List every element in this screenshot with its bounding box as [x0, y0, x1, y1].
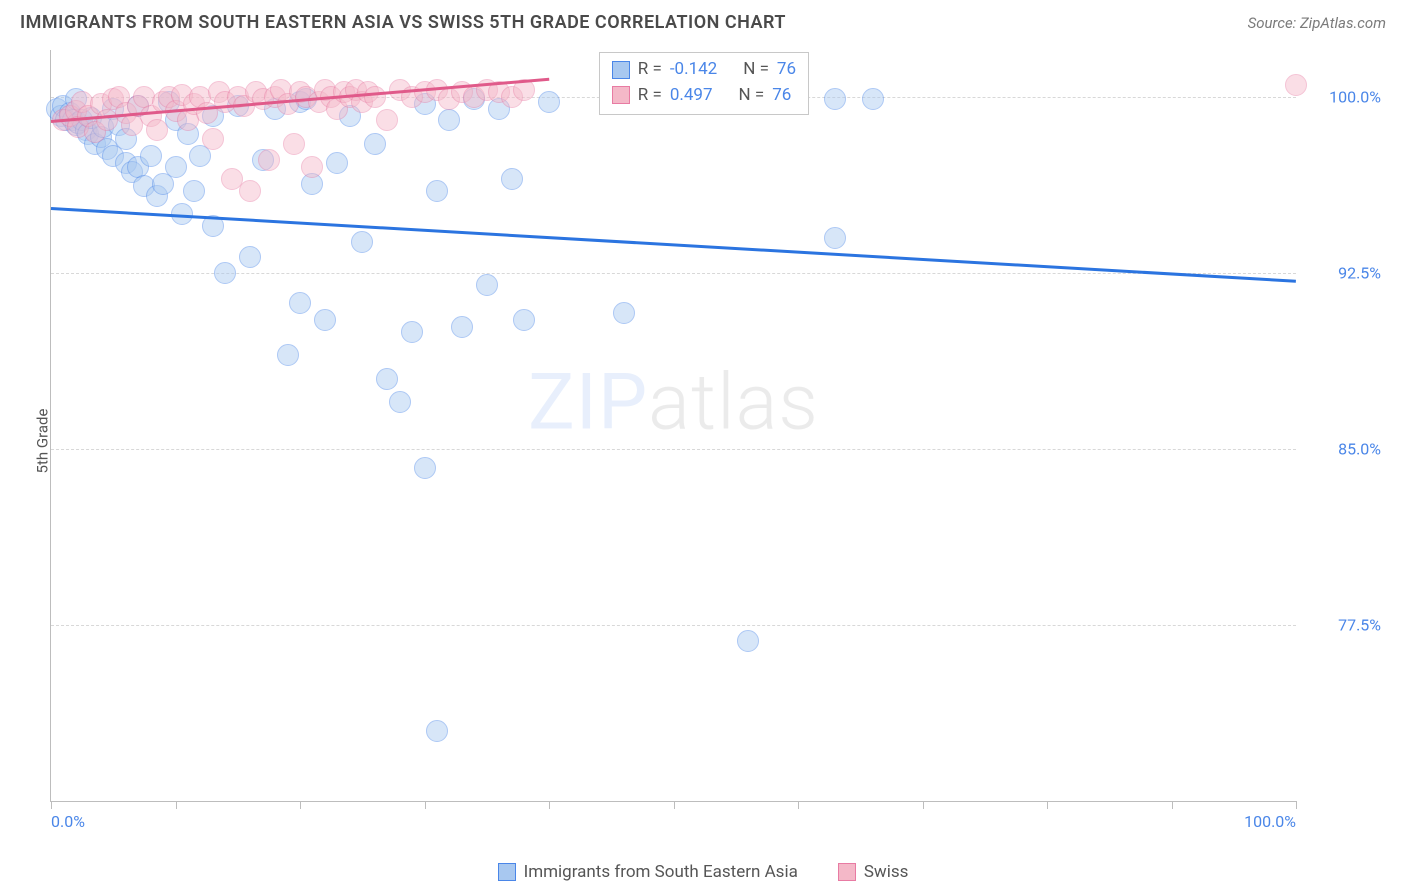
legend-row: R = -0.142 N = 76	[612, 57, 796, 83]
legend-r-label: R =	[638, 83, 662, 109]
legend-swatch	[498, 863, 516, 881]
data-point	[214, 262, 236, 284]
x-tick	[300, 801, 301, 809]
y-tick-label: 85.0%	[1301, 439, 1381, 458]
data-point	[351, 231, 373, 253]
legend-swatch	[612, 86, 630, 104]
data-point	[538, 91, 560, 113]
legend-n-label: N =	[739, 83, 765, 109]
legend-n-label: N =	[743, 57, 769, 83]
data-point	[426, 180, 448, 202]
legend-n-value: 76	[772, 83, 791, 109]
data-point	[140, 145, 162, 167]
x-tick	[1172, 801, 1173, 809]
x-tick	[923, 801, 924, 809]
data-point	[824, 88, 846, 110]
y-tick-label: 100.0%	[1301, 87, 1381, 106]
x-tick	[549, 801, 550, 809]
data-point	[501, 168, 523, 190]
x-tick	[425, 801, 426, 809]
chart-area: 5th Grade ZIPatlas R =-0.142N =76R =0.49…	[50, 50, 1386, 832]
series-legend-item: Immigrants from South Eastern Asia	[498, 862, 798, 882]
series-legend-label: Swiss	[864, 862, 909, 882]
data-point	[258, 149, 280, 171]
data-point	[426, 720, 448, 742]
data-point	[451, 316, 473, 338]
legend-r-value: -0.142	[670, 57, 717, 83]
data-point	[1285, 74, 1307, 96]
plot-area: ZIPatlas R =-0.142N =76R =0.497N =76 100…	[50, 50, 1296, 802]
data-point	[613, 302, 635, 324]
watermark-bold: ZIP	[528, 357, 648, 448]
data-point	[862, 88, 884, 110]
legend-r-value: 0.497	[670, 83, 713, 109]
x-axis-max-label: 100.0%	[1244, 812, 1296, 831]
data-point	[314, 309, 336, 331]
legend-swatch	[838, 863, 856, 881]
legend-n-value: 76	[777, 57, 796, 83]
watermark: ZIPatlas	[528, 357, 819, 448]
data-point	[289, 292, 311, 314]
legend-row: R = 0.497 N = 76	[612, 83, 796, 109]
data-point	[513, 309, 535, 331]
legend-r-label: R =	[638, 57, 662, 83]
chart-title: IMMIGRANTS FROM SOUTH EASTERN ASIA VS SW…	[20, 12, 786, 33]
x-tick	[1296, 801, 1297, 809]
gridline	[51, 625, 1296, 626]
series-legend: Immigrants from South Eastern Asia Swiss	[0, 862, 1406, 882]
data-point	[414, 457, 436, 479]
y-tick-label: 77.5%	[1301, 615, 1381, 634]
data-point	[277, 344, 299, 366]
data-point	[146, 119, 168, 141]
data-point	[239, 180, 261, 202]
data-point	[389, 391, 411, 413]
trend-line	[51, 207, 1296, 283]
data-point	[165, 156, 187, 178]
data-point	[202, 128, 224, 150]
series-legend-label: Immigrants from South Eastern Asia	[524, 862, 798, 882]
series-legend-item: Swiss	[838, 862, 909, 882]
data-point	[326, 152, 348, 174]
x-tick	[51, 801, 52, 809]
legend-swatch	[612, 61, 630, 79]
data-point	[476, 274, 498, 296]
x-axis-min-label: 0.0%	[51, 812, 85, 831]
data-point	[283, 133, 305, 155]
data-point	[239, 246, 261, 268]
x-tick	[1047, 801, 1048, 809]
chart-source: Source: ZipAtlas.com	[1248, 14, 1386, 32]
data-point	[401, 321, 423, 343]
x-tick	[798, 801, 799, 809]
data-point	[364, 86, 386, 108]
x-tick	[176, 801, 177, 809]
gridline	[51, 449, 1296, 450]
data-point	[824, 227, 846, 249]
data-point	[376, 368, 398, 390]
data-point	[301, 156, 323, 178]
x-tick	[674, 801, 675, 809]
y-axis-title: 5th Grade	[33, 409, 51, 474]
data-point	[438, 109, 460, 131]
data-point	[737, 630, 759, 652]
correlation-legend: R =-0.142N =76R =0.497N =76	[599, 52, 809, 115]
gridline	[51, 273, 1296, 274]
data-point	[364, 133, 386, 155]
y-tick-label: 92.5%	[1301, 263, 1381, 282]
data-point	[376, 109, 398, 131]
data-point	[183, 180, 205, 202]
chart-header: IMMIGRANTS FROM SOUTH EASTERN ASIA VS SW…	[0, 0, 1406, 41]
watermark-thin: atlas	[648, 357, 819, 448]
